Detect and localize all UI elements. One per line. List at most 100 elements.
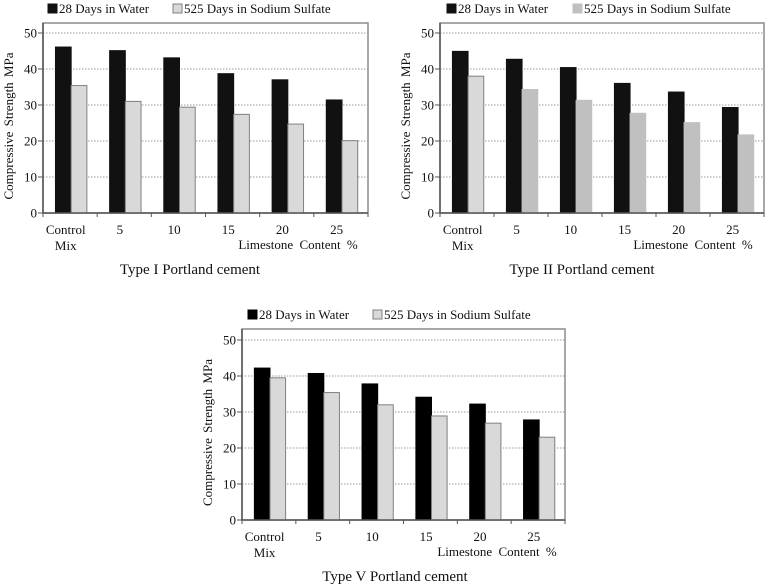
bar-sulfate (341, 140, 359, 214)
x-tick-label: 10 (564, 222, 577, 237)
bar-water (361, 383, 379, 521)
bar-water (54, 46, 72, 214)
panel-title: Type I Portland cement (120, 262, 261, 278)
x-tick-label: 5 (513, 222, 520, 237)
bar-sulfate (683, 122, 701, 214)
bar-water (163, 57, 181, 214)
y-tick-label: 10 (24, 170, 37, 185)
bar-water (559, 67, 577, 214)
panel-title: Type II Portland cement (509, 262, 655, 278)
x-tick-label: 10 (168, 222, 181, 237)
plot-frame (42, 22, 369, 214)
y-tick-label: 30 (24, 98, 37, 113)
bar-sulfate (233, 113, 250, 214)
x-tick-label: 20 (672, 222, 685, 237)
x-tick-label: 15 (420, 529, 433, 544)
bar-sulfate (377, 404, 394, 521)
x-axis-title: Limestone Content % (633, 237, 753, 252)
x-tick-label: Mix (55, 238, 77, 253)
bar-water (307, 372, 325, 521)
y-tick-label: 40 (421, 62, 434, 77)
legend-swatch-water (446, 3, 457, 14)
y-tick-label: 30 (421, 98, 434, 113)
bar-water (217, 73, 235, 214)
legend-label-sulfate: 525 Days in Sodium Sulfate (584, 1, 731, 16)
x-tick-label: 20 (276, 222, 289, 237)
y-axis-title: Compressive Strength MPa (1, 52, 16, 199)
bar-sulfate (70, 85, 88, 214)
y-tick-label: 10 (223, 477, 236, 492)
legend-label-water: 28 Days in Water (259, 307, 350, 322)
bar-water (523, 419, 540, 521)
bar-sulfate (323, 392, 340, 521)
legend-label-sulfate: 525 Days in Sodium Sulfate (384, 307, 531, 322)
legend-label-water: 28 Days in Water (458, 1, 549, 16)
bar-sulfate (737, 134, 755, 214)
x-tick-label: 25 (527, 529, 540, 544)
y-tick-label: 20 (24, 134, 37, 149)
x-tick-label: 15 (618, 222, 631, 237)
y-tick-label: 0 (230, 513, 237, 528)
legend: 28 Days in Water 525 Days in Sodium Sulfa… (247, 307, 531, 322)
bar-water (505, 58, 523, 214)
x-tick-label: 5 (315, 529, 322, 544)
plot-frame (241, 328, 566, 521)
bar-water (253, 367, 271, 521)
bar-sulfate (124, 100, 142, 214)
legend: 28 Days in Water 525 Days in Sodium Sulfa… (446, 1, 731, 16)
bar-water (415, 396, 432, 521)
y-tick-label: 0 (31, 206, 38, 221)
x-tick-label: 20 (473, 529, 486, 544)
y-tick-label: 50 (223, 333, 236, 348)
legend: 28 Days in Water 525 Days in Sodium Sulfa… (47, 1, 331, 16)
y-tick-label: 50 (24, 26, 37, 41)
x-tick-label: Control (443, 222, 483, 237)
x-tick-label: 25 (726, 222, 739, 237)
legend-label-water: 28 Days in Water (59, 1, 150, 16)
legend-swatch-sulfate (572, 3, 583, 14)
bar-water (325, 99, 343, 214)
bar-sulfate (484, 422, 502, 521)
y-tick-label: 40 (223, 369, 236, 384)
legend-swatch-water (47, 3, 58, 14)
bar-water (721, 107, 739, 214)
bar-sulfate (287, 123, 305, 214)
y-axis-title: Compressive Strength MPa (398, 52, 413, 199)
x-axis-title: Limestone Content % (238, 237, 358, 252)
y-tick-label: 20 (223, 441, 236, 456)
y-axis-title: Compressive Strength MPa (200, 359, 215, 506)
x-tick-label: 10 (366, 529, 379, 544)
bar-water (109, 50, 126, 214)
bar-sulfate (629, 112, 647, 214)
bar-water (667, 91, 685, 214)
panel-title: Type V Portland cement (322, 569, 468, 585)
legend-swatch-sulfate (172, 3, 183, 14)
bar-sulfate (430, 415, 448, 521)
y-tick-label: 20 (421, 134, 434, 149)
x-tick-label: Control (46, 222, 86, 237)
plot-frame (439, 22, 765, 214)
y-tick-label: 40 (24, 62, 37, 77)
x-tick-label: Mix (452, 238, 474, 253)
x-tick-label: 5 (117, 222, 124, 237)
bar-sulfate (467, 75, 485, 214)
bar-water (271, 79, 289, 214)
legend-label-sulfate: 525 Days in Sodium Sulfate (184, 1, 331, 16)
y-tick-label: 10 (421, 170, 434, 185)
x-tick-label: 15 (222, 222, 235, 237)
y-tick-label: 50 (421, 26, 434, 41)
y-tick-label: 30 (223, 405, 236, 420)
x-tick-label: 25 (330, 222, 343, 237)
bar-sulfate (575, 99, 593, 214)
bar-water (469, 403, 486, 521)
bar-sulfate (179, 106, 196, 214)
legend-swatch-sulfate (372, 309, 383, 320)
bar-sulfate (538, 436, 556, 521)
bar-sulfate (269, 377, 287, 521)
x-axis-title: Limestone Content % (437, 544, 557, 559)
bar-water (451, 50, 469, 214)
